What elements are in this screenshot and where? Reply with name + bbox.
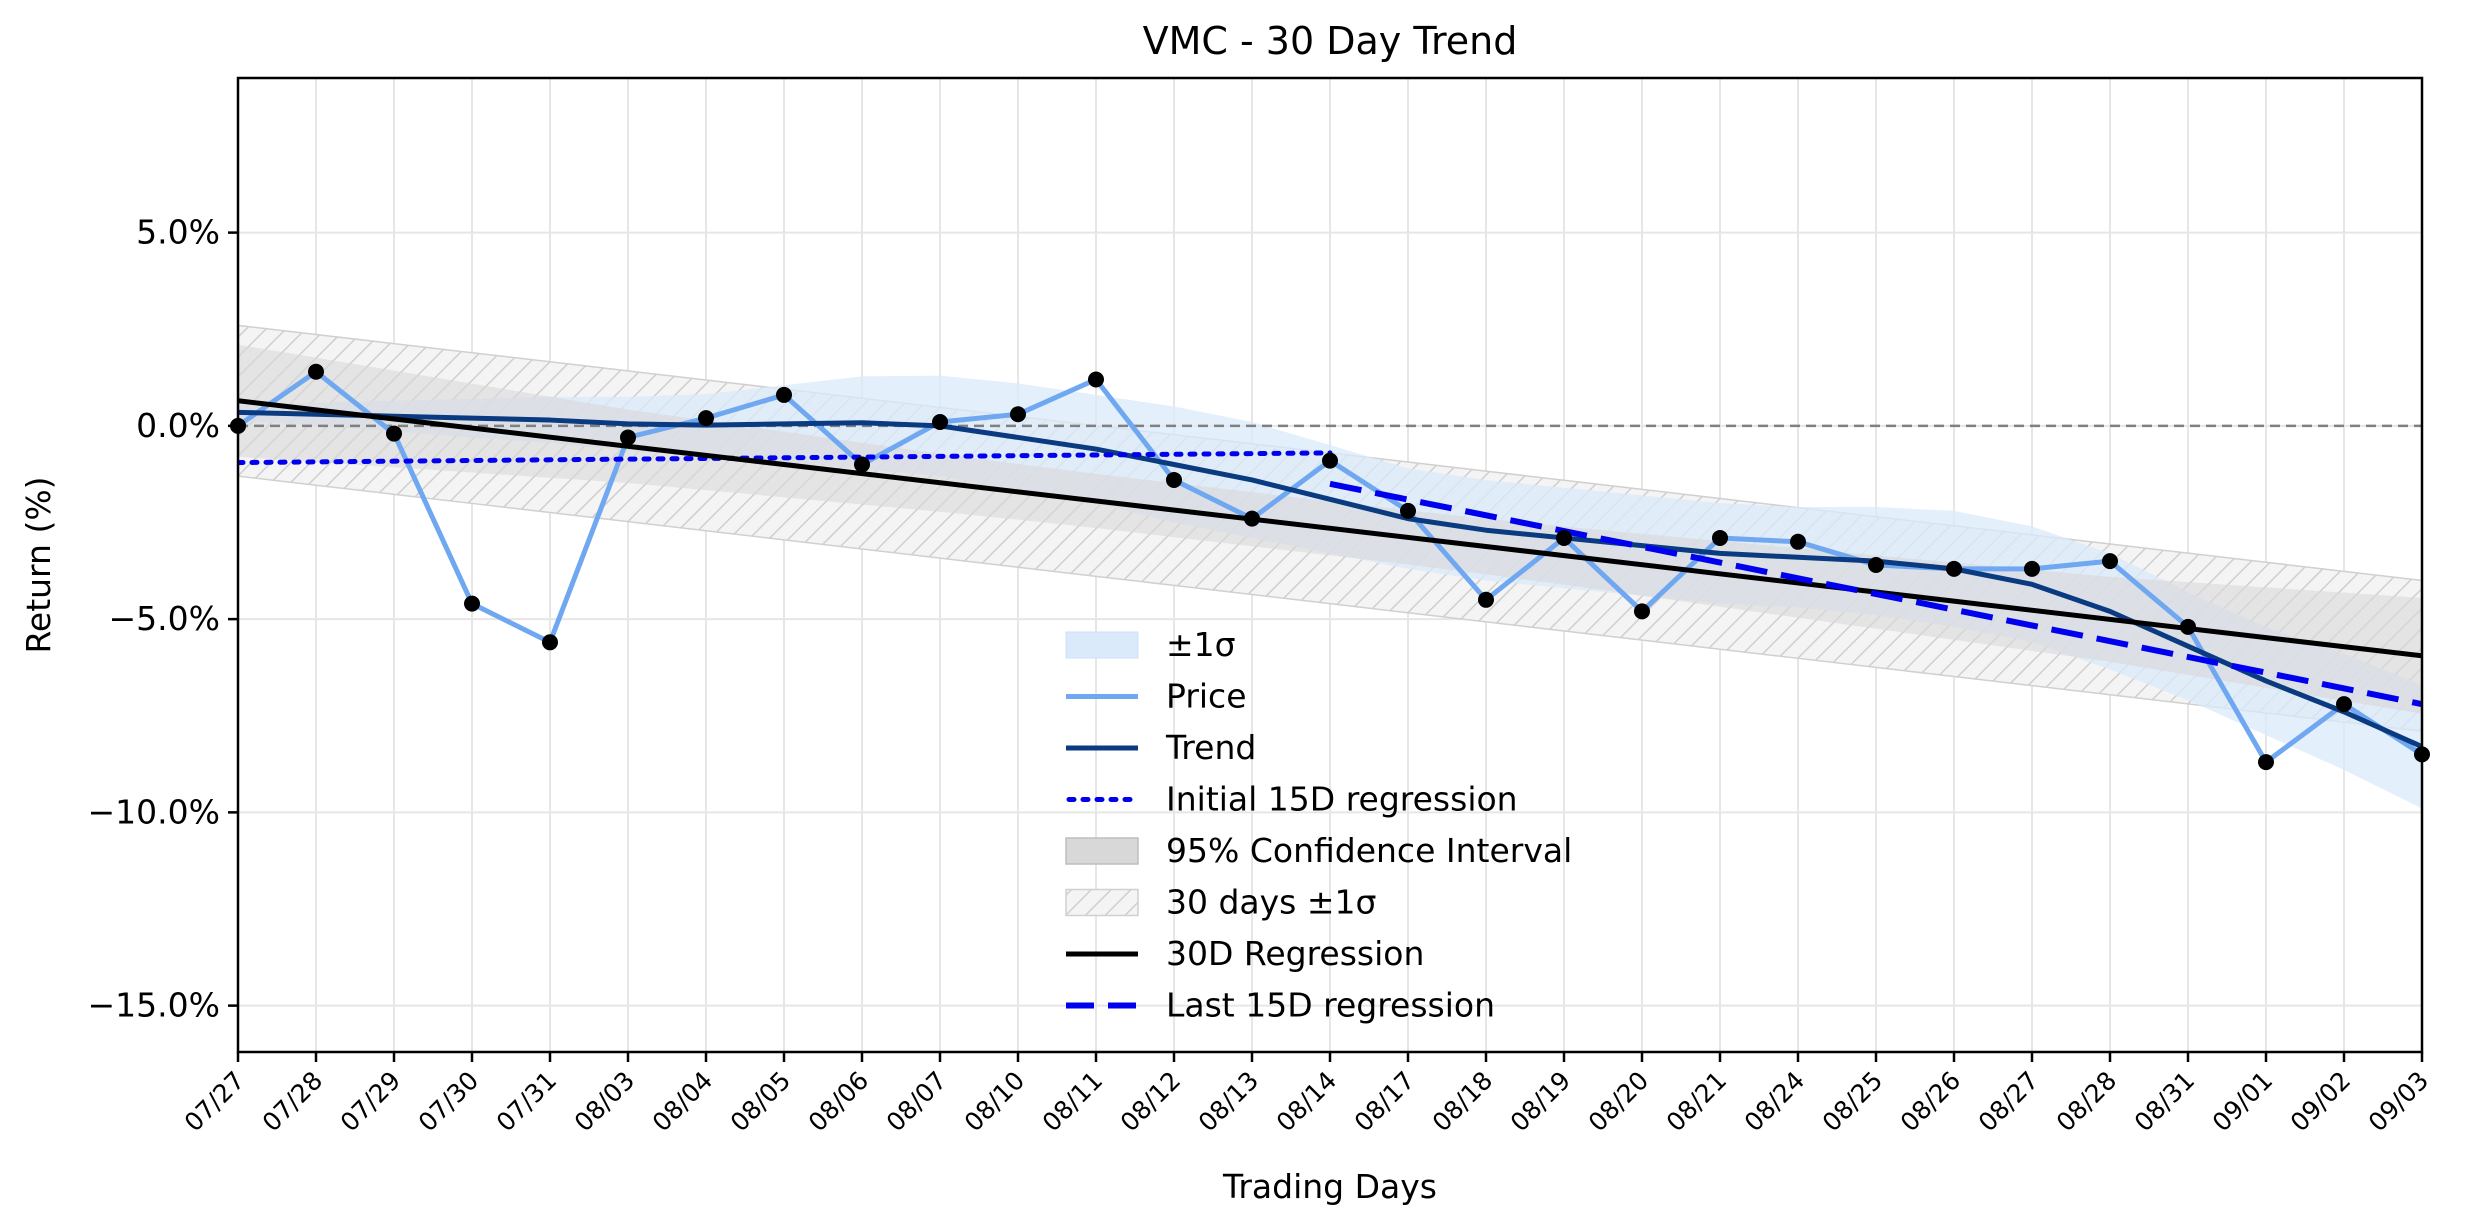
- price-marker: [1166, 471, 1182, 488]
- legend-item: Trend: [1066, 728, 1256, 767]
- price-marker: [1790, 533, 1806, 550]
- series-initial-15d-regression: [238, 450, 1333, 466]
- x-axis-label: Trading Days: [1222, 1167, 1437, 1206]
- price-marker: [698, 410, 714, 427]
- legend-item: ±1σ: [1065, 625, 1236, 664]
- price-marker: [2102, 553, 2118, 570]
- plot-area: 5.0% 0.0% −5.0% −10.0% −15.0% 07/27 07/28 07/29…: [88, 76, 2434, 1137]
- y-tick-label: −5.0%: [109, 599, 221, 638]
- price-marker: [932, 413, 948, 430]
- price-marker: [2024, 560, 2040, 577]
- legend-swatch: [1065, 888, 1139, 917]
- x-tick-label: 08/17: [1349, 1066, 1420, 1137]
- x-tick-label: 08/18: [1427, 1066, 1498, 1137]
- x-tick-label: 07/27: [179, 1066, 250, 1137]
- x-tick-label: 08/19: [1505, 1066, 1576, 1137]
- price-marker: [1400, 502, 1416, 519]
- legend-label: 30 days ±1σ: [1166, 883, 1376, 922]
- x-tick-label: 09/03: [2363, 1066, 2434, 1137]
- y-tick-label: −15.0%: [88, 986, 220, 1025]
- x-tick-label: 08/06: [803, 1066, 874, 1137]
- x-tick-label: 07/31: [491, 1066, 562, 1137]
- legend-label: Initial 15D regression: [1166, 780, 1518, 819]
- series-group: [238, 324, 2422, 809]
- price-marker: [542, 634, 558, 651]
- series-30d-regression: [238, 398, 2422, 659]
- x-tick-label: 07/28: [257, 1066, 328, 1137]
- legend-swatch: [1065, 837, 1139, 865]
- x-tick-label: 08/28: [2051, 1066, 2122, 1137]
- x-tick-label: 08/11: [1037, 1066, 1108, 1137]
- legend: ±1σ Price Trend Initial 15D regression 95% C…: [1065, 625, 1572, 1025]
- price-marker: [1712, 529, 1728, 546]
- price-marker: [1946, 560, 1962, 577]
- price-marker: [1244, 510, 1260, 527]
- x-tick-label: 08/20: [1583, 1066, 1654, 1137]
- price-marker: [2258, 754, 2274, 771]
- x-tick-label: 07/29: [335, 1066, 406, 1137]
- x-tick-label: 09/02: [2285, 1066, 2356, 1137]
- price-marker: [464, 595, 480, 612]
- x-tick-label: 08/14: [1271, 1066, 1342, 1137]
- x-tick-label: 08/05: [725, 1066, 796, 1137]
- chart-title: VMC - 30 Day Trend: [1143, 19, 1518, 63]
- series-last-15d-regression: [1329, 480, 2422, 708]
- price-marker: [1088, 371, 1104, 388]
- x-tick-label: 08/10: [959, 1066, 1030, 1137]
- x-tick-label: 08/12: [1115, 1066, 1186, 1137]
- legend-label: Last 15D regression: [1166, 986, 1495, 1025]
- x-tick-label: 07/30: [413, 1066, 484, 1137]
- x-tick-label: 08/27: [1973, 1066, 2044, 1137]
- legend-item: 95% Confidence Interval: [1065, 831, 1572, 870]
- x-tick-label: 08/26: [1895, 1066, 1966, 1137]
- price-marker: [1868, 557, 1884, 573]
- legend-label: Trend: [1165, 728, 1256, 767]
- legend-label: ±1σ: [1166, 625, 1236, 664]
- legend-label: 30D Regression: [1166, 934, 1424, 973]
- y-axis-label: Return (%): [19, 476, 58, 653]
- x-tick-label: 08/25: [1817, 1066, 1888, 1137]
- price-marker: [854, 456, 870, 473]
- legend-swatch: [1065, 631, 1139, 659]
- price-marker: [1478, 591, 1494, 608]
- y-tick-label: 5.0%: [136, 213, 220, 252]
- legend-item: Initial 15D regression: [1066, 780, 1518, 819]
- price-marker: [2336, 696, 2352, 713]
- legend-item: 30 days ±1σ: [1065, 883, 1376, 922]
- legend-label: 95% Confidence Interval: [1166, 831, 1572, 870]
- legend-item: 30D Regression: [1066, 934, 1424, 973]
- x-tick-label: 08/13: [1193, 1066, 1264, 1137]
- x-tick-label: 09/01: [2207, 1066, 2278, 1137]
- price-marker: [386, 425, 402, 442]
- y-tick-label: 0.0%: [136, 406, 220, 445]
- x-tick-label: 08/24: [1739, 1066, 1810, 1137]
- legend-item: Price: [1066, 677, 1247, 716]
- y-tick-label: −10.0%: [88, 792, 220, 831]
- x-tick-label: 08/07: [881, 1066, 952, 1137]
- x-tick-label: 08/04: [647, 1066, 718, 1137]
- series-trend-line: [238, 409, 2422, 749]
- price-marker: [1556, 529, 1572, 546]
- x-tick-label: 08/31: [2129, 1066, 2200, 1137]
- price-marker: [1634, 603, 1650, 620]
- legend-label: Price: [1166, 677, 1247, 716]
- price-marker: [620, 429, 636, 446]
- price-marker: [1322, 452, 1338, 469]
- price-marker: [1010, 406, 1026, 423]
- legend-item: Last 15D regression: [1066, 986, 1495, 1025]
- x-tick-label: 08/03: [569, 1066, 640, 1137]
- price-marker: [308, 363, 324, 380]
- x-tick-label: 08/21: [1661, 1066, 1732, 1137]
- price-marker: [2180, 618, 2196, 635]
- price-marker: [776, 386, 792, 403]
